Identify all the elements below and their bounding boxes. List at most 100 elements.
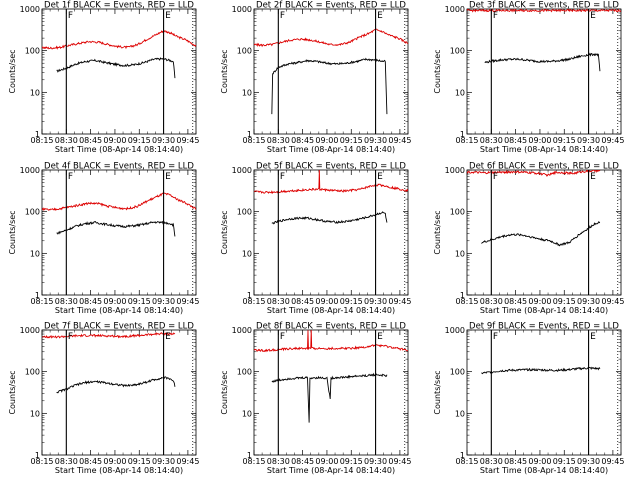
x-tick-label: 09:15 (340, 457, 363, 466)
x-tick-label: 09:15 (553, 297, 576, 306)
plot-frame (253, 8, 409, 135)
y-tick-label: 10 (242, 249, 252, 258)
panel-title: Det 6f BLACK = Events, RED = LLD (469, 162, 619, 172)
marker-label-e: E (377, 172, 383, 182)
y-tick-label: 100 (450, 368, 465, 377)
marker-label-e: E (590, 172, 596, 182)
series-group (254, 330, 408, 423)
y-tick-label: 1000 (232, 326, 252, 335)
x-tick-label: 08:45 (291, 457, 314, 466)
x-tick-label: 09:45 (388, 136, 411, 145)
plot-frame (253, 169, 409, 296)
marker-label-f: F (493, 332, 498, 342)
panel-title: Det 2f BLACK = Events, RED = LLD (256, 1, 406, 11)
y-axis-label: Counts/sec (220, 210, 229, 254)
y-tick-label: 1 (35, 291, 40, 300)
x-tick-label: 08:45 (79, 457, 102, 466)
y-tick-label: 1000 (20, 326, 40, 335)
x-tick-label: 09:45 (388, 297, 411, 306)
y-tick-label: 100 (237, 368, 252, 377)
series-line-events (271, 372, 388, 423)
x-tick-label: 08:15 (455, 297, 478, 306)
y-tick-label: 10 (242, 409, 252, 418)
x-tick-label: 08:30 (480, 457, 503, 466)
series-line-lld (254, 28, 408, 48)
y-tick-label: 1 (35, 451, 40, 460)
marker-label-e: E (165, 11, 171, 21)
plot-frame (466, 169, 622, 296)
y-tick-label: 1 (247, 451, 252, 460)
detector-panel-7: Det 7f BLACK = Events, RED = LLD 1 10 100 10… (8, 322, 199, 476)
x-tick-label: 08:45 (291, 297, 314, 306)
panel-title: Det 9f BLACK = Events, RED = LLD (469, 322, 619, 332)
y-tick-label: 1 (460, 451, 465, 460)
x-tick-label: 09:45 (176, 136, 199, 145)
x-tick-label: 09:45 (388, 457, 411, 466)
detector-panel-5: Det 5f BLACK = Events, RED = LLD 1 10 100 10… (220, 162, 411, 316)
plot-frame (41, 8, 197, 135)
marker-label-e: E (165, 172, 171, 182)
x-tick-label: 08:45 (291, 136, 314, 145)
x-tick-label: 08:15 (30, 136, 53, 145)
x-tick-label: 08:45 (79, 297, 102, 306)
x-tick-label: 09:30 (152, 297, 175, 306)
x-axis-label: Start Time (08-Apr-14 08:14:40) (480, 466, 608, 475)
y-tick-label: 10 (242, 88, 252, 97)
x-tick-label: 09:00 (103, 457, 126, 466)
series-group (42, 192, 196, 237)
detector-panel-6: Det 6f BLACK = Events, RED = LLD 1 10 100 10… (433, 162, 624, 316)
panel-title: Det 7f BLACK = Events, RED = LLD (44, 322, 194, 332)
x-tick-label: 09:00 (103, 297, 126, 306)
detector-panel-9: Det 9f BLACK = Events, RED = LLD 1 10 100 10… (433, 322, 624, 476)
marker-label-e: E (590, 332, 596, 342)
series-line-events (271, 211, 388, 225)
series-line-events (56, 220, 176, 237)
y-tick-label: 100 (450, 47, 465, 56)
x-tick-label: 08:15 (242, 297, 265, 306)
x-tick-label: 09:30 (152, 457, 175, 466)
x-tick-label: 08:30 (267, 136, 290, 145)
y-tick-label: 1 (35, 130, 40, 139)
x-tick-label: 08:45 (504, 457, 527, 466)
panel-title: Det 5f BLACK = Events, RED = LLD (256, 162, 406, 172)
x-tick-label: 09:00 (528, 457, 551, 466)
x-tick-label: 08:30 (55, 136, 78, 145)
x-tick-label: 09:00 (528, 136, 551, 145)
marker-label-e: E (165, 332, 171, 342)
series-line-events (271, 57, 388, 115)
x-axis-label: Start Time (08-Apr-14 08:14:40) (55, 306, 183, 315)
series-group (42, 30, 196, 79)
y-tick-label: 1 (460, 130, 465, 139)
x-tick-label: 08:15 (30, 297, 53, 306)
marker-label-e: E (590, 11, 596, 21)
x-tick-label: 09:30 (577, 457, 600, 466)
panel-title: Det 4f BLACK = Events, RED = LLD (44, 162, 194, 172)
x-tick-label: 09:00 (528, 297, 551, 306)
x-axis-label: Start Time (08-Apr-14 08:14:40) (480, 145, 608, 154)
y-axis-label: Counts/sec (220, 370, 229, 414)
y-tick-label: 10 (455, 249, 465, 258)
x-tick-label: 09:45 (601, 457, 624, 466)
marker-label-f: F (493, 11, 498, 21)
series-group (254, 170, 408, 225)
plot-frame (41, 169, 197, 296)
series-line-lld (467, 9, 621, 13)
x-tick-label: 08:15 (455, 136, 478, 145)
y-tick-label: 100 (25, 47, 40, 56)
x-tick-label: 08:15 (242, 136, 265, 145)
x-tick-label: 09:30 (577, 136, 600, 145)
x-tick-label: 09:45 (176, 457, 199, 466)
x-tick-label: 08:15 (242, 457, 265, 466)
plot-frame (253, 329, 409, 456)
y-tick-label: 100 (237, 47, 252, 56)
series-line-lld (42, 192, 196, 211)
x-tick-label: 08:30 (55, 457, 78, 466)
y-axis-label: Counts/sec (433, 49, 442, 93)
panel-title: Det 8f BLACK = Events, RED = LLD (256, 322, 406, 332)
panel-title: Det 1f BLACK = Events, RED = LLD (44, 1, 194, 11)
plot-frame (466, 329, 622, 456)
marker-label-e: E (377, 11, 383, 21)
x-axis-label: Start Time (08-Apr-14 08:14:40) (55, 466, 183, 475)
